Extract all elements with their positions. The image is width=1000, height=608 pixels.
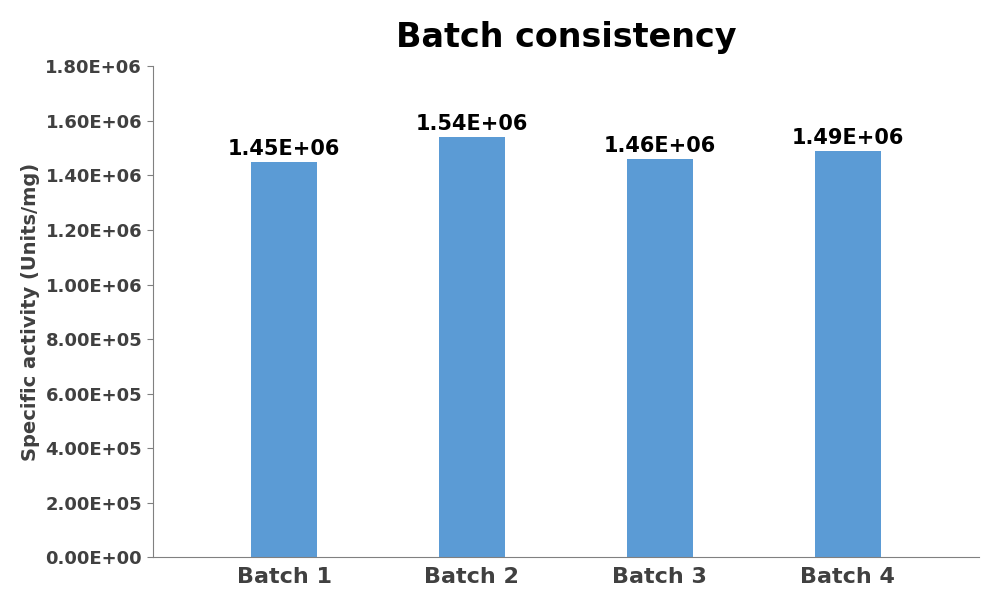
Text: 1.46E+06: 1.46E+06 [604,136,716,156]
Text: 1.49E+06: 1.49E+06 [791,128,904,148]
Bar [251,162,317,558]
Text: 1.45E+06: 1.45E+06 [228,139,340,159]
Text: 1.54E+06: 1.54E+06 [416,114,528,134]
Bar [815,151,881,558]
Title: Batch consistency: Batch consistency [396,21,736,54]
Bar [439,137,505,558]
Y-axis label: Specific activity (Units/mg): Specific activity (Units/mg) [21,163,40,461]
Bar [627,159,693,558]
